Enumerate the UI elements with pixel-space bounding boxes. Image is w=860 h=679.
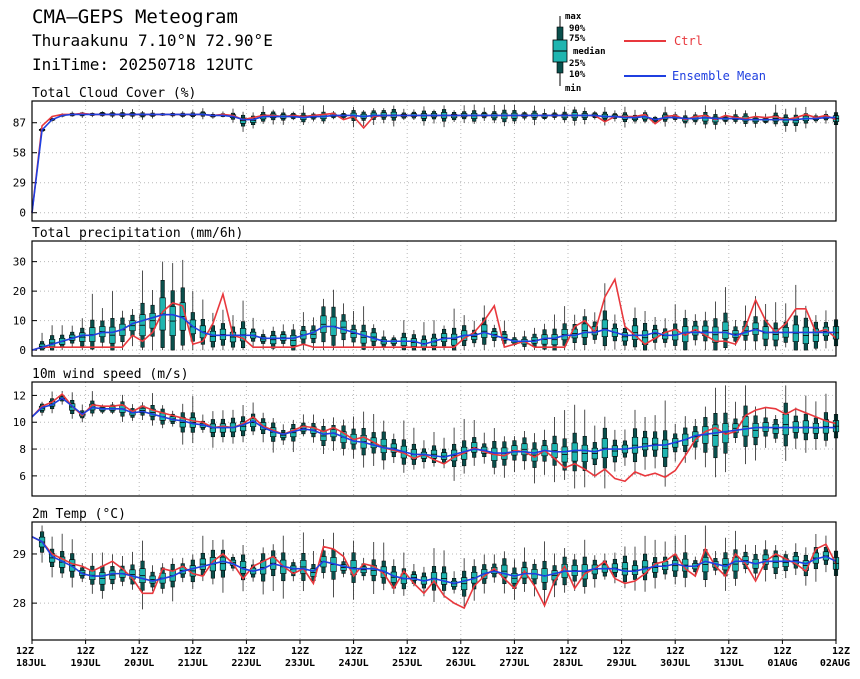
x-tick-label-date: 23JUL	[285, 658, 315, 669]
y-tick-label: 20	[13, 285, 26, 298]
y-tick-label: 87	[13, 117, 26, 130]
panel-frame	[31, 100, 837, 222]
x-tick-label-time: 12Z	[720, 646, 738, 657]
panel-frame	[31, 240, 837, 357]
x-tick-label-date: 27JUL	[499, 658, 529, 669]
panel-frame	[31, 521, 837, 641]
ensemble-mean-line	[31, 536, 837, 585]
y-tick-label: 10	[13, 416, 26, 429]
x-tick-label-time: 12Z	[832, 646, 850, 657]
y-tick-label: 0	[19, 344, 26, 357]
x-tick-label-time: 12Z	[613, 646, 631, 657]
y-tick-label: 6	[19, 470, 26, 483]
legend-box-label: 90%	[569, 24, 586, 34]
ensemble-mean-line	[31, 113, 836, 213]
y-tick-label: 10	[13, 315, 26, 328]
x-tick-label-date: 26JUL	[446, 658, 476, 669]
panel-title: 10m wind speed (m/s)	[32, 367, 189, 382]
x-tick-label-date: 02AUG	[820, 658, 850, 669]
panel-frame	[31, 381, 837, 497]
x-tick-label-time: 12Z	[452, 646, 470, 657]
y-tick-label: 12	[13, 389, 26, 402]
x-tick-label-time: 12Z	[130, 646, 148, 657]
legend-box-label: median	[573, 46, 606, 57]
init-time-label: IniTime: 20250718 12UTC	[32, 55, 254, 74]
x-tick-label-date: 29JUL	[607, 658, 637, 669]
x-tick-label-date: 20JUL	[124, 658, 154, 669]
y-tick-label: 30	[13, 256, 26, 269]
y-tick-label: 28	[13, 597, 26, 610]
y-tick-label: 29	[13, 548, 26, 561]
y-tick-label: 0	[19, 207, 26, 220]
legend-box-label: 10%	[569, 70, 586, 80]
ctrl-line	[31, 277, 837, 351]
x-tick-label-date: 19JUL	[71, 658, 101, 669]
x-tick-label-date: 30JUL	[660, 658, 690, 669]
x-tick-label-time: 12Z	[559, 646, 577, 657]
x-tick-label-time: 12Z	[773, 646, 791, 657]
x-tick-label-time: 12Z	[16, 646, 34, 657]
ctrl-line	[31, 536, 837, 610]
ensemble-mean-line	[31, 313, 836, 351]
x-tick-label-time: 12Z	[398, 646, 416, 657]
x-tick-label-date: 01AUG	[767, 658, 797, 669]
legend-box-label: max	[565, 12, 582, 22]
x-tick-label-date: 24JUL	[339, 658, 369, 669]
page-title: CMA—GEPS Meteogram	[32, 6, 238, 28]
x-tick-label-time: 12Z	[505, 646, 523, 657]
panel-title: Total Cloud Cover (%)	[32, 86, 196, 101]
x-tick-label-time: 12Z	[666, 646, 684, 657]
legend-mean-label: Ensemble Mean	[672, 69, 766, 83]
x-tick-label-time: 12Z	[77, 646, 95, 657]
x-tick-label-time: 12Z	[345, 646, 363, 657]
legend-box-label: 25%	[569, 59, 586, 69]
x-tick-label-time: 12Z	[291, 646, 309, 657]
x-tick-label-date: 31JUL	[714, 658, 744, 669]
x-tick-label-time: 12Z	[237, 646, 255, 657]
y-tick-label: 8	[19, 443, 26, 456]
x-tick-label-date: 22JUL	[231, 658, 261, 669]
x-tick-label-date: 25JUL	[392, 658, 422, 669]
panel-title: 2m Temp (°C)	[32, 507, 126, 522]
panel-title: Total precipitation (mm/6h)	[32, 226, 243, 241]
legend-ctrl-label: Ctrl	[674, 34, 703, 48]
ensemble-mean-line	[31, 397, 836, 458]
x-tick-label-date: 21JUL	[178, 658, 208, 669]
y-tick-label: 58	[13, 147, 26, 160]
y-tick-label: 29	[13, 177, 26, 190]
station-label: Thuraakunu 7.10°N 72.90°E	[32, 31, 273, 50]
x-tick-label-time: 12Z	[184, 646, 202, 657]
x-tick-label-date: 28JUL	[553, 658, 583, 669]
x-tick-label-date: 18JUL	[16, 658, 46, 669]
legend-box-label: min	[565, 83, 581, 94]
legend-box-label: 75%	[569, 34, 586, 44]
